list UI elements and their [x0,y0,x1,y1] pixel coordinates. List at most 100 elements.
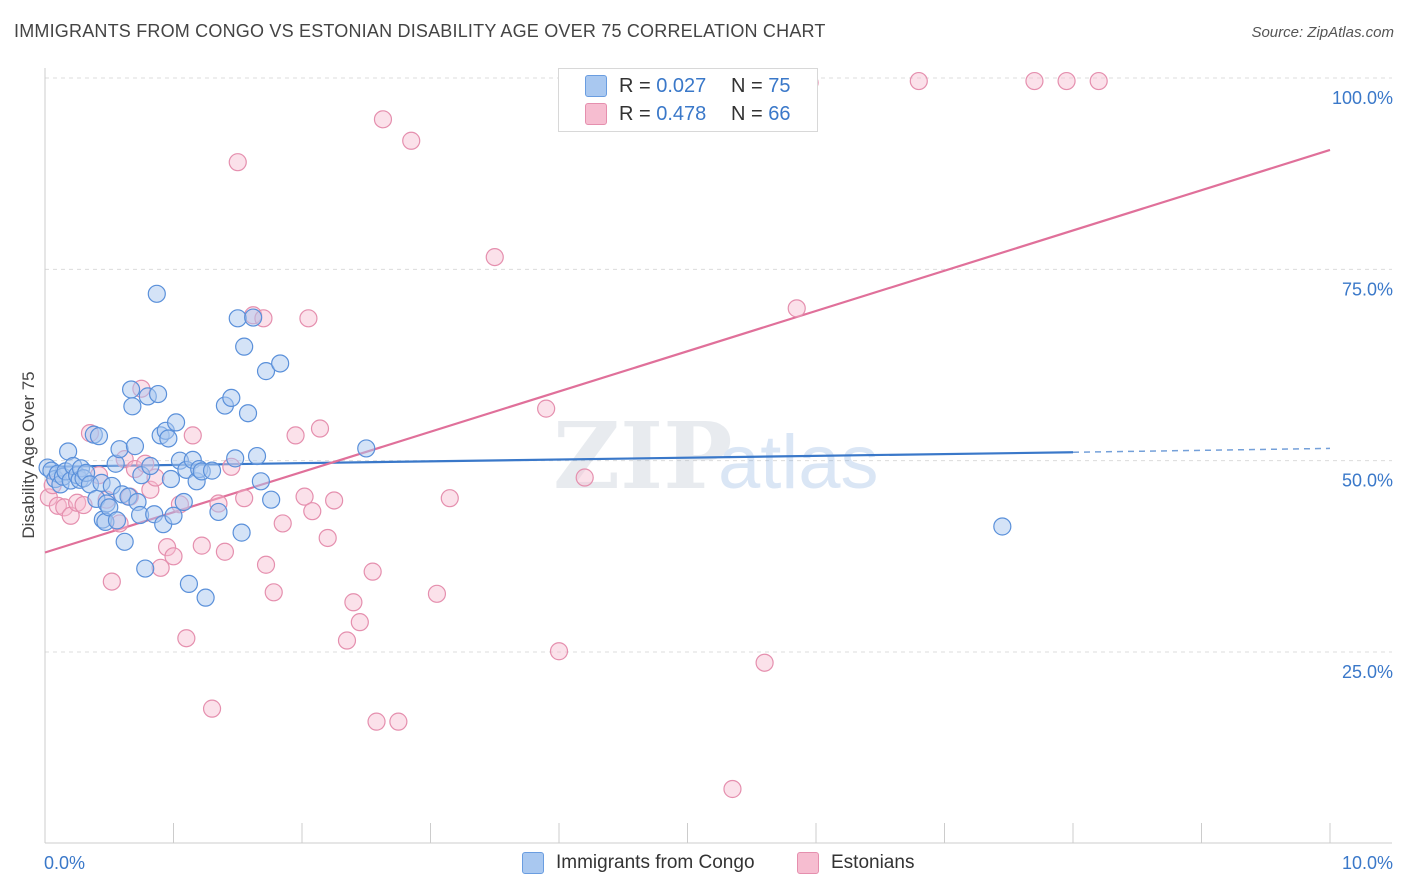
congo-point [174,492,193,512]
legend-r-value: 0.478 [656,102,707,125]
legend-swatch-blue [585,75,607,97]
estonians-point [373,110,393,129]
congo-point [148,384,168,404]
legend-n-value: 75 [768,74,791,97]
congo-point [125,437,145,456]
congo-point [166,413,186,432]
estonians-point [1025,71,1044,91]
congo-point [141,456,160,476]
estonians-point [909,71,928,91]
estonians-point [228,153,247,172]
estonians-point [164,547,183,566]
bottom-legend: Immigrants from Congo Estonians [0,852,1406,878]
congo-point [107,511,127,530]
congo-point [262,490,281,509]
congo-point [357,439,376,458]
x-tick-label-max: 10.0% [1342,853,1393,873]
congo-point [238,404,258,423]
estonians-point [299,309,318,328]
y-tick-label: 100.0% [1332,88,1393,108]
congo-point [222,388,241,408]
congo-point [123,397,142,416]
x-tick-label-min: 0.0% [44,853,85,873]
congo-point [247,446,267,466]
estonians-point [350,613,369,632]
congo-point [136,559,155,578]
estonians-point [295,487,314,506]
estonians-point [1057,71,1076,91]
estonians-point [286,426,305,445]
chart-title: IMMIGRANTS FROM CONGO VS ESTONIAN DISABI… [14,21,826,41]
congo-point [196,588,215,607]
y-tick-label: 25.0% [1342,662,1393,682]
gridlines [45,77,1392,653]
bottom-legend-estonians: Estonians [797,852,914,874]
watermark-zip: ZIP [553,402,732,510]
legend: R = 0.027 N = 75 R = 0.478 N = 66 [558,68,818,132]
congo-point [271,354,290,373]
estonians-point [157,538,177,557]
congo-point [121,380,141,399]
estonians-point [303,502,322,521]
estonians-point [310,419,330,438]
watermark-atlas: atlas [718,420,879,505]
legend-n: N = 66 [731,102,791,125]
estonians-point [485,247,504,267]
estonians-point [215,542,234,561]
estonians-point [318,528,337,548]
congo-point [209,502,228,522]
congo-point [226,449,245,468]
estonians-point [389,712,408,731]
estonians-point [363,562,382,581]
legend-n-value: 66 [768,102,791,125]
bottom-legend-congo: Immigrants from Congo [522,852,755,874]
estonians-point [48,496,67,515]
estonians-point [344,593,363,612]
congo-point [147,284,166,303]
bottom-legend-estonians-label: Estonians [831,852,915,873]
estonians-point [787,299,806,318]
estonians-point [337,631,357,650]
legend-r-value: 0.027 [656,74,707,97]
estonians-point [440,489,459,508]
legend-r: R = 0.027 [619,74,707,97]
estonians-point [537,399,556,418]
estonians-point [1089,71,1108,91]
congo-point [228,309,247,328]
congo-trend-extension [1072,447,1331,453]
estonians-point [256,555,276,574]
estonians-point [402,131,421,150]
estonians-point [723,779,742,799]
estonians-point [202,699,222,718]
congo-point [232,523,251,542]
axis-labels: 25.0% 50.0% 75.0% 100.0% 0.0% 10.0% Disability… [19,88,1393,873]
bottom-swatch-blue [522,852,544,874]
legend-n: N = 75 [731,74,791,97]
congo-point [164,506,183,525]
estonians-point [325,491,344,510]
y-tick-label: 75.0% [1342,279,1393,299]
congo-point [244,308,263,327]
estonians-point [177,629,196,648]
congo-point [993,517,1012,536]
estonians-point [192,536,211,555]
estonians-point [273,514,292,533]
estonians-point [367,712,386,731]
congo-point [235,337,254,356]
estonians-point [235,489,254,508]
estonians-point [755,653,774,672]
bottom-swatch-pink [797,852,819,874]
legend-swatch-pink [585,103,607,125]
source-label: Source: ZipAtlas.com [1251,24,1394,41]
congo-point [256,362,276,381]
y-axis-title: Disability Age Over 75 [19,371,38,538]
congo-point [89,427,109,446]
estonians-point [549,642,569,661]
estonians-point [575,468,594,487]
bottom-legend-congo-label: Immigrants from Congo [556,852,755,873]
congo-point [161,469,181,489]
estonians-points [39,71,1108,799]
estonians-point [427,584,447,603]
y-tick-label: 50.0% [1342,471,1393,491]
